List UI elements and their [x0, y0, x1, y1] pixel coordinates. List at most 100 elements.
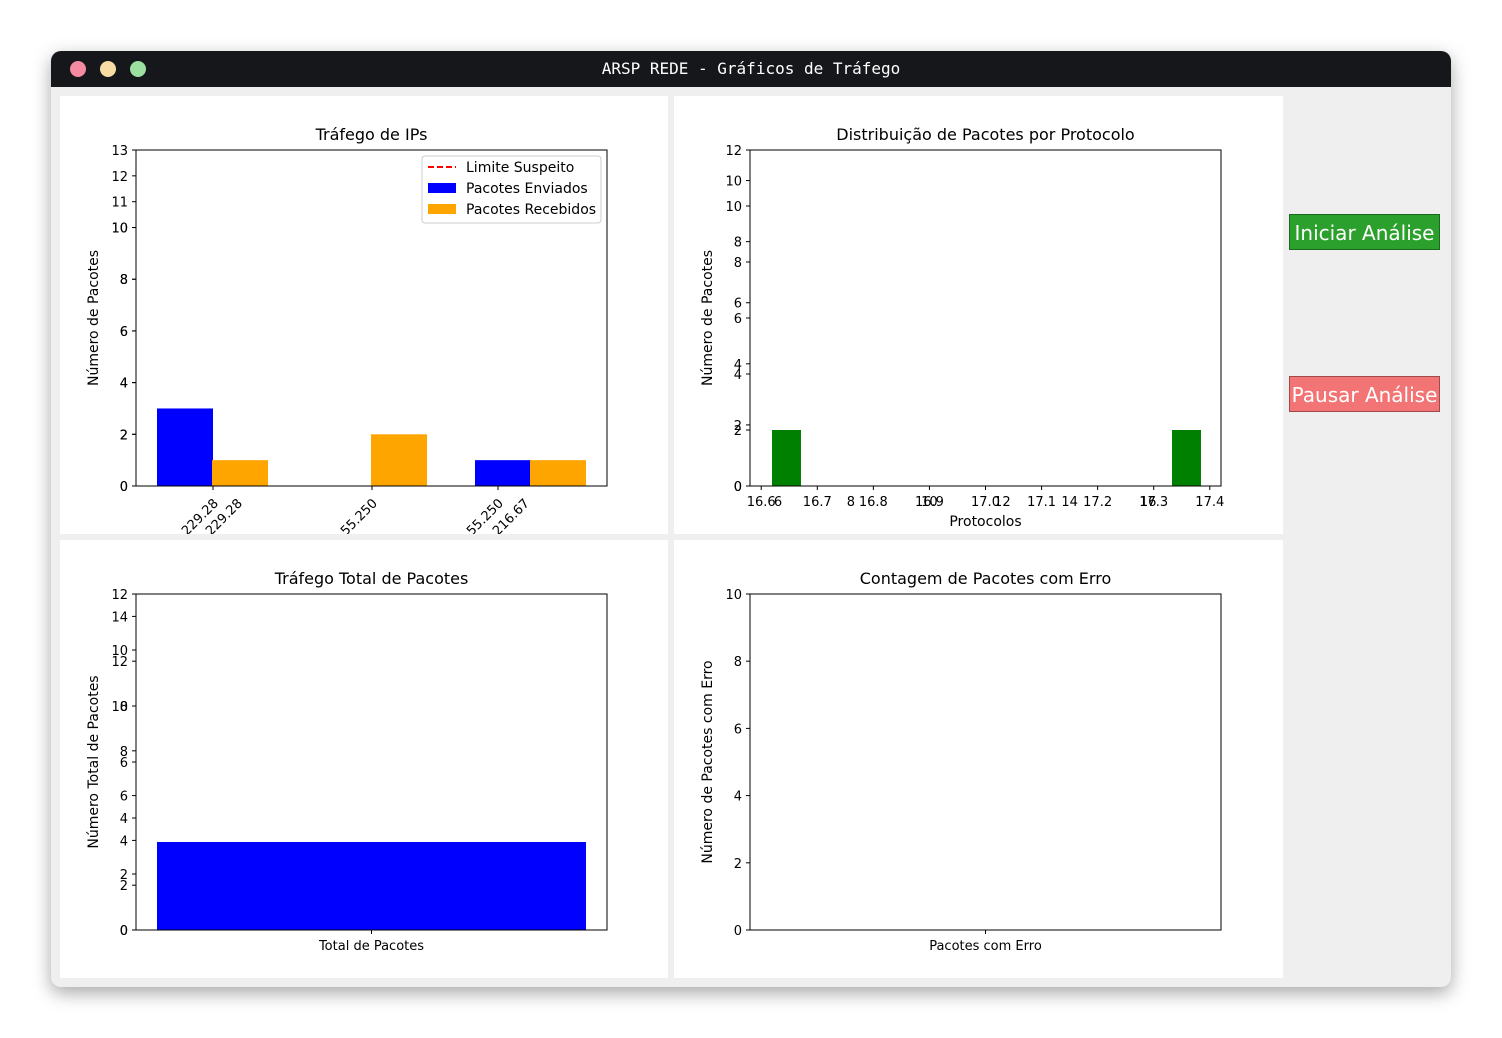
window-title: ARSP REDE - Gráficos de Tráfego	[601, 59, 901, 78]
chart-panel-ip-traffic: Tráfego de IPs Número de Pacotes 0 2 4 6 8 10 12…	[60, 96, 668, 534]
x-tick-label: .55.250	[335, 496, 381, 534]
y-tick-label: 8	[120, 700, 128, 715]
plot-frame	[749, 149, 1222, 487]
legend: Limite Suspeito Pacotes Enviados Pacotes R…	[421, 155, 602, 224]
y-tick-label-overlay: 8	[734, 236, 742, 251]
y-tick-label: 10	[725, 588, 742, 603]
x-tick-label: 17.4	[1195, 495, 1224, 510]
y-tick-label-overlay: 0	[120, 924, 128, 939]
maximize-window-button[interactable]	[130, 61, 146, 77]
bar-protocol	[1172, 430, 1201, 486]
chart-svg: Contagem de Pacotes com Erro Número de Pa…	[700, 569, 1222, 954]
y-tick-label-overlay: 8	[120, 745, 128, 760]
y-tick-label-overlay: 2	[120, 879, 128, 894]
y-tick-label-overlay: 4	[120, 377, 128, 392]
y-tick-label-overlay: 4	[120, 834, 128, 849]
start-analysis-button[interactable]: Iniciar Análise	[1289, 214, 1440, 250]
x-tick-label: 16.6	[747, 495, 776, 510]
y-tick-label-overlay: 4	[734, 358, 742, 373]
x-tick-label: 17.1	[1027, 495, 1056, 510]
y-tick-label-overlay: 14	[111, 610, 128, 625]
chart-title: Tráfego Total de Pacotes	[274, 569, 469, 588]
bar-sent	[475, 460, 531, 486]
y-tick-label: 6	[120, 756, 128, 771]
y-tick-label: 10	[725, 200, 742, 215]
y-tick-label: 12	[725, 144, 742, 159]
bar-sent	[157, 408, 213, 486]
x-tick-label-overlay: 12	[994, 495, 1011, 510]
y-tick-label: 2	[734, 857, 742, 872]
y-tick-label: 4	[120, 812, 128, 827]
y-tick-label-overlay: 6	[734, 297, 742, 312]
x-tick-label: Pacotes com Erro	[929, 939, 1042, 954]
y-tick-label: 6	[734, 722, 742, 737]
y-tick-label: 2	[120, 868, 128, 883]
chart-panel-total-traffic: Tráfego Total de Pacotes Número Total de …	[60, 540, 668, 978]
bar-received	[371, 434, 427, 486]
y-tick-label: 4	[734, 790, 742, 805]
y-tick-label: 0	[734, 480, 742, 495]
y-tick-label: 6	[120, 325, 128, 340]
chart-panel-error-count: Contagem de Pacotes com Erro Número de Pa…	[674, 540, 1283, 978]
y-tick-label-overlay: 2	[734, 419, 742, 434]
chart-svg: Tráfego Total de Pacotes Número Total de …	[86, 569, 608, 954]
chart-title: Tráfego de IPs	[315, 125, 428, 144]
title-bar: ARSP REDE - Gráficos de Tráfego	[51, 51, 1451, 87]
y-tick-label: 4	[120, 377, 128, 392]
chart-svg: Distribuição de Pacotes por Protocolo Núm…	[700, 125, 1224, 530]
chart-panel-protocol-distribution: Distribuição de Pacotes por Protocolo Núm…	[674, 96, 1283, 534]
pause-analysis-button[interactable]: Pausar Análise	[1289, 376, 1440, 412]
y-tick-label: 0	[734, 924, 742, 939]
y-tick-label-overlay: 10	[111, 222, 128, 237]
y-tick-label-overlay: 10	[111, 700, 128, 715]
x-tick-label: 16.8	[859, 495, 888, 510]
minimize-window-button[interactable]	[100, 61, 116, 77]
chart-svg: Tráfego de IPs Número de Pacotes 0 2 4 6 8 10 12…	[86, 125, 608, 534]
x-tick-label: 17.2	[1083, 495, 1112, 510]
legend-swatch-received	[428, 204, 456, 214]
y-tick-label-overlay: 0	[120, 480, 128, 495]
x-tick-label: 16.7	[803, 495, 832, 510]
x-tick-label-overlay: 10	[921, 495, 938, 510]
chart-title: Contagem de Pacotes com Erro	[860, 569, 1111, 588]
y-tick-label-overlay: 6	[120, 790, 128, 805]
y-tick-label-overlay: 6	[120, 325, 128, 340]
y-tick-label-overlay: 10	[725, 175, 742, 190]
legend-label-limit: Limite Suspeito	[466, 160, 574, 176]
y-axis-label: Número de Pacotes	[86, 250, 102, 386]
x-axis-label: Protocolos	[949, 514, 1021, 530]
app-window: ARSP REDE - Gráficos de Tráfego Tráfego …	[51, 51, 1451, 987]
y-tick-label-overlay: 2	[120, 428, 128, 443]
plot-frame	[135, 593, 608, 931]
y-tick-label: 6	[734, 312, 742, 327]
y-tick-label: 2	[120, 428, 128, 443]
legend-box	[421, 155, 602, 224]
legend-swatch-sent	[428, 183, 456, 193]
close-window-button[interactable]	[70, 61, 86, 77]
bar-total	[157, 842, 586, 930]
y-axis-label: Número de Pacotes	[700, 250, 716, 386]
x-tick-label: 16.9	[915, 495, 944, 510]
y-tick-label: 12	[111, 170, 128, 185]
bar-received	[212, 460, 268, 486]
chart-title: Distribuição de Pacotes por Protocolo	[836, 125, 1134, 144]
y-tick-label-overlay: 0	[734, 480, 742, 495]
legend-label-received: Pacotes Recebidos	[466, 202, 596, 218]
x-tick-label: Total de Pacotes	[318, 939, 424, 954]
y-tick-label: 12	[111, 588, 128, 603]
y-tick-label: 0	[120, 480, 128, 495]
y-tick-label: 8	[734, 256, 742, 271]
y-tick-label: 10	[111, 222, 128, 237]
y-axis-label: Número de Pacotes com Erro	[700, 660, 716, 863]
bar-protocol	[772, 430, 801, 486]
y-tick-label: 0	[120, 924, 128, 939]
x-tick-label-overlay: 14	[1061, 495, 1078, 510]
x-tick-label: 17.3	[1139, 495, 1168, 510]
legend-label-sent: Pacotes Enviados	[466, 181, 588, 197]
y-tick-label: 2	[734, 424, 742, 439]
y-tick-label: 8	[734, 655, 742, 670]
y-tick-label: 4	[734, 368, 742, 383]
x-tick-label-overlay: 16	[1140, 495, 1157, 510]
y-tick-label-overlay: 12	[111, 655, 128, 670]
plot-frame	[749, 593, 1222, 931]
